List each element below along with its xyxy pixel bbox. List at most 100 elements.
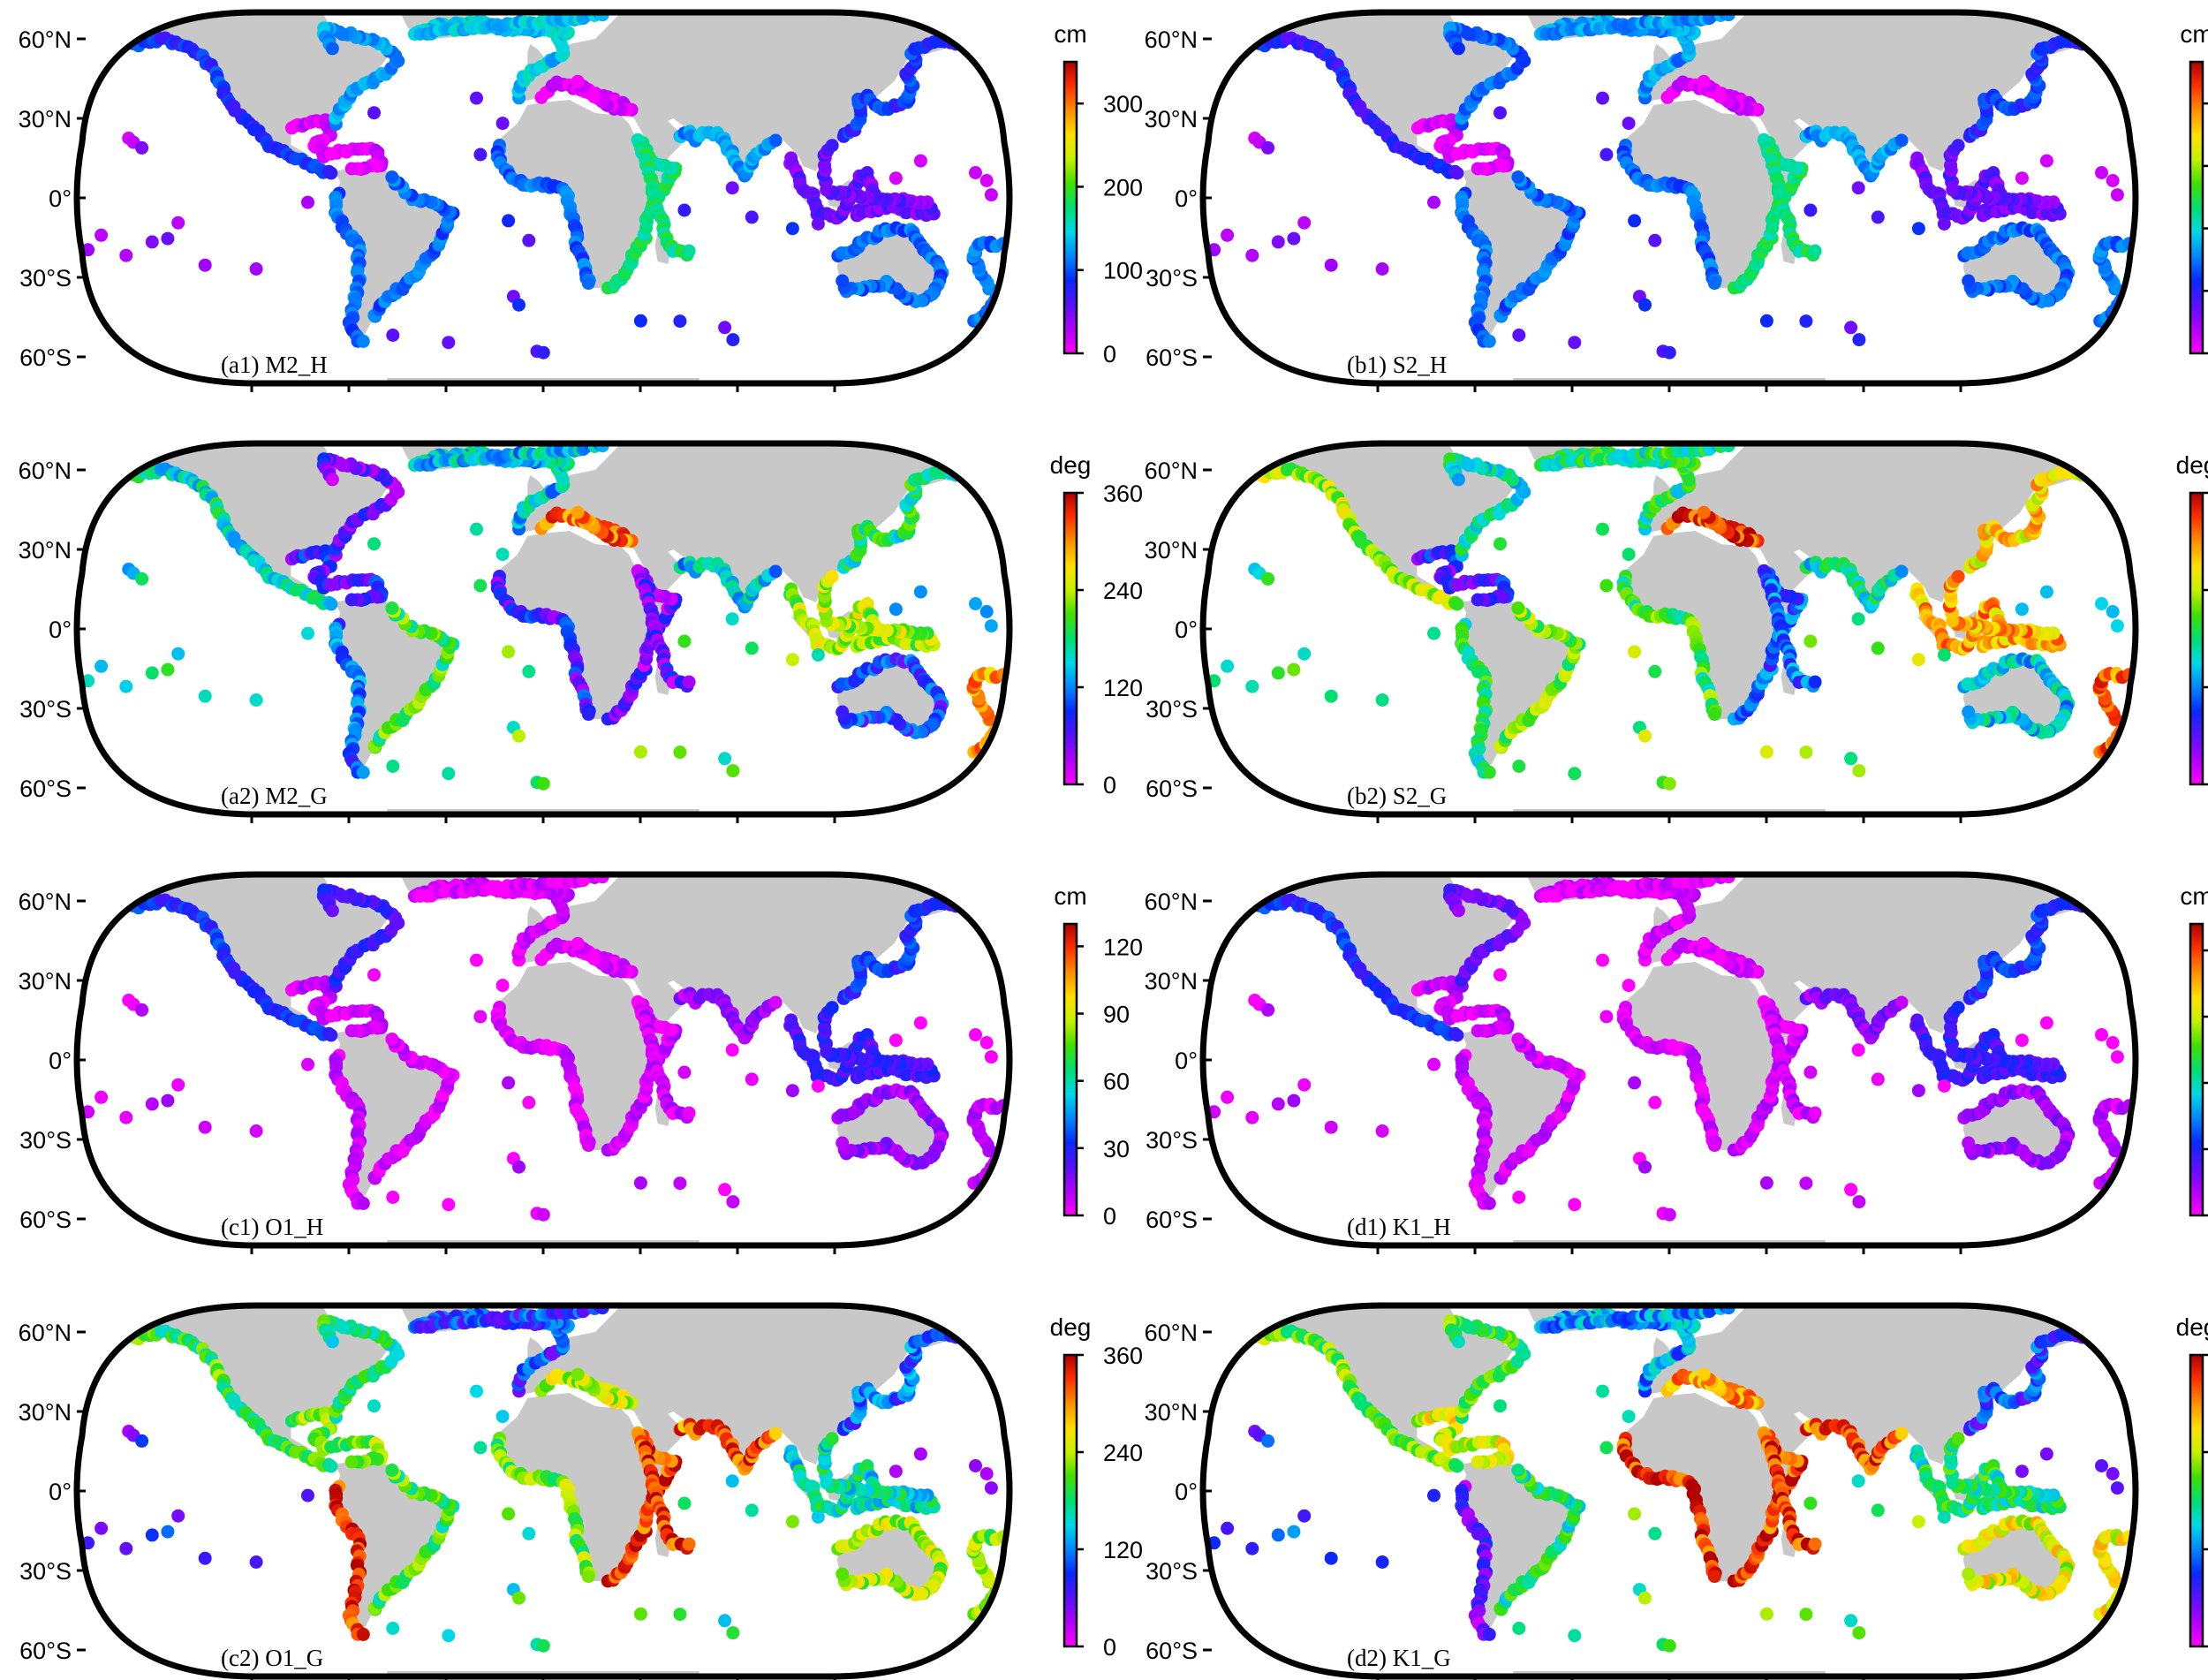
land-mass <box>106 12 388 177</box>
station-dot <box>1894 995 1909 1010</box>
station-dot <box>1375 693 1389 707</box>
station-dot <box>108 891 122 904</box>
station-dot <box>1662 776 1676 791</box>
station-dot <box>135 571 149 586</box>
station-dot <box>1568 336 1582 350</box>
station-dot <box>961 890 974 904</box>
station-dot <box>1844 752 1858 766</box>
station-dot <box>1911 222 1925 236</box>
station-dot <box>108 460 122 473</box>
station-dot <box>1599 148 1614 162</box>
station-dot <box>888 171 903 185</box>
station-dot <box>198 258 212 272</box>
colorbar-unit: deg <box>2176 451 2208 479</box>
station-dot <box>113 893 127 907</box>
station-dot <box>1596 522 1609 536</box>
latitude-label: 30°N <box>1145 537 1198 564</box>
station-dot <box>325 42 339 56</box>
land-mass <box>1624 100 1803 288</box>
station-dot <box>324 597 338 611</box>
station-dot <box>1707 708 1721 722</box>
station-dot <box>1261 571 1275 586</box>
station-dot <box>512 729 526 743</box>
station-dot <box>677 634 692 648</box>
station-dot <box>1808 1106 1822 1120</box>
colorbar-tick-label: 120 <box>1103 675 1143 701</box>
land-mass <box>1232 12 1514 177</box>
station-dot <box>301 626 314 640</box>
station-dot <box>718 321 732 335</box>
station-dot <box>571 74 585 88</box>
land-mass <box>1458 597 1578 772</box>
station-dot <box>386 1191 400 1204</box>
land-mass <box>1232 874 1514 1039</box>
land-mass <box>1643 874 2125 1039</box>
station-dot <box>367 106 381 120</box>
station-dot <box>718 752 732 766</box>
latitude-label: 60°N <box>1145 458 1198 484</box>
station-dot <box>1001 1152 1009 1166</box>
latitude-label: 60°S <box>19 776 72 802</box>
station-dot <box>785 1084 799 1098</box>
station-dot <box>2090 458 2104 472</box>
station-dot <box>1221 228 1235 242</box>
land-mass <box>1643 443 2125 608</box>
station-dot <box>974 24 988 38</box>
station-dot <box>2100 24 2114 38</box>
station-dot <box>836 1136 850 1150</box>
station-dot <box>536 345 550 359</box>
station-dot <box>1223 889 1237 904</box>
station-dot <box>2100 455 2114 469</box>
station-dot <box>161 662 175 677</box>
station-dot <box>1297 647 1312 661</box>
land-mass <box>498 100 677 288</box>
station-dot <box>581 708 595 722</box>
station-dot <box>1451 904 1465 918</box>
station-dot <box>1962 705 1976 719</box>
station-dot <box>682 244 696 258</box>
station-dot <box>1622 117 1636 131</box>
station-dot <box>1871 210 1885 224</box>
latitude-label: 60°N <box>19 889 72 915</box>
station-dot <box>198 689 212 703</box>
station-dot <box>960 32 974 46</box>
station-dot <box>1234 29 1248 42</box>
land-mass <box>1643 12 2125 177</box>
station-dot <box>1628 214 1642 228</box>
station-dot <box>2087 459 2100 473</box>
latitude-label: 30°S <box>1146 696 1198 723</box>
station-dot <box>1697 936 1711 950</box>
station-dot <box>1427 626 1440 640</box>
latitude-label: 60°N <box>19 458 72 484</box>
station-dot <box>726 764 740 778</box>
station-dot <box>1451 42 1465 56</box>
station-dot <box>522 1095 536 1109</box>
station-dot <box>367 968 381 982</box>
station-dot <box>1662 345 1676 359</box>
station-dot <box>987 23 1001 37</box>
map-frame <box>73 440 1013 818</box>
station-dot <box>1238 30 1252 44</box>
station-dot <box>825 1001 839 1015</box>
latitude-label: 30°N <box>1145 106 1198 132</box>
station-dot <box>1221 659 1235 673</box>
station-dot <box>1450 597 1464 611</box>
station-dot <box>356 1196 370 1210</box>
panel-label: (a1) M2_H <box>221 352 328 378</box>
panel-label: (b1) S2_H <box>1347 352 1447 378</box>
station-dot <box>473 148 488 162</box>
station-dot <box>2107 453 2121 467</box>
station-dot <box>1482 1196 1496 1210</box>
station-dot <box>1707 1139 1721 1153</box>
station-dot <box>2086 32 2100 46</box>
colorbar-tick-label: 30 <box>1103 1136 1130 1162</box>
map-frame <box>73 9 1013 387</box>
station-dot <box>913 1016 927 1030</box>
station-dot <box>1238 892 1252 906</box>
station-dot <box>536 776 550 791</box>
colorbar-tick-label: 200 <box>1103 174 1143 201</box>
latitude-label: 30°S <box>1146 265 1198 291</box>
station-dot <box>964 26 978 41</box>
station-dot <box>512 1160 526 1174</box>
